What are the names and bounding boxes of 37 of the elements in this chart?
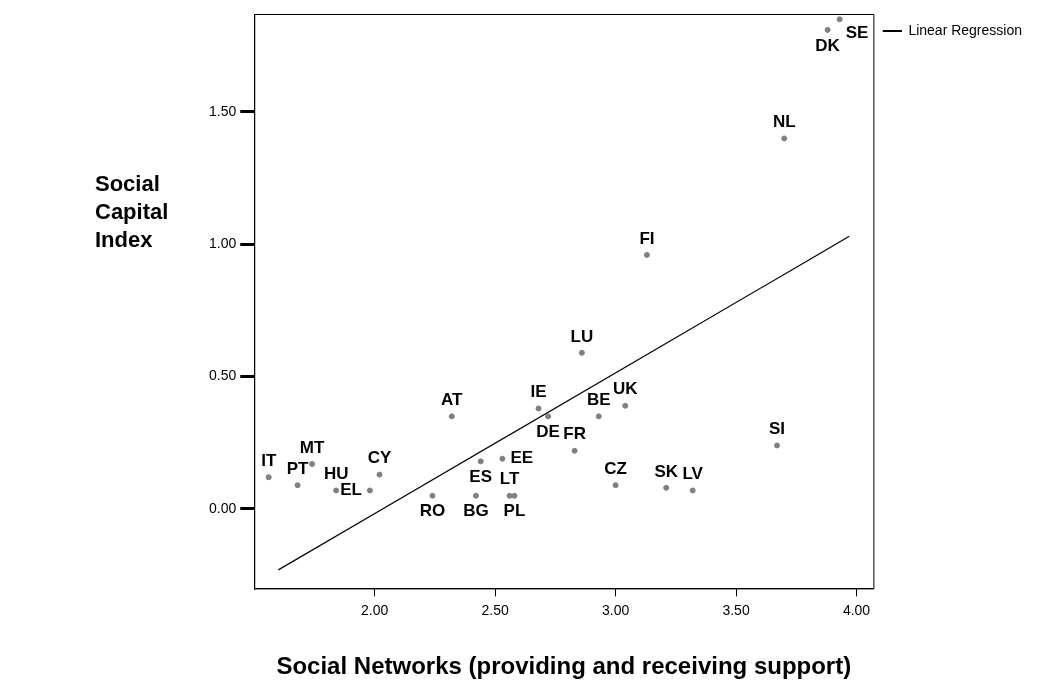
y-tick-label: 0.50 [209,367,237,384]
annotation: IE [530,382,547,402]
annotation: MT [299,437,325,457]
x-tick-label: 2.00 [361,601,389,618]
x-tick-label: 2.50 [481,601,509,618]
annotation: RO [419,501,446,521]
x-tick-label: 4.00 [842,601,871,618]
annotation: IT [261,450,277,470]
y-axis-title: Social Capital Index [95,170,170,254]
y-tick-label: 1.50 [209,102,237,119]
annotation: EE [510,448,534,468]
annotation: CY [367,448,392,468]
annotation: SE [845,22,869,42]
annotation: SI [768,419,786,439]
annotation: ES [469,467,493,487]
annotation: FI [639,228,655,248]
annotation: FR [563,424,586,444]
annotation: AT [441,390,464,410]
annotation: DK [815,35,841,55]
annotation: LU [570,326,594,346]
annotation: BG [463,501,489,521]
annotation: LV [682,464,704,484]
y-tick-label: 0.00 [209,499,237,516]
annotation: NL [772,112,796,132]
y-tick-label: 1.00 [209,235,237,252]
annotation: PL [503,501,526,521]
x-tick-label: 3.50 [722,601,750,618]
legend-label: Linear Regression [908,21,1022,38]
annotation: LT [499,469,520,489]
x-axis-title: Social Networks (providing and receiving support) [276,652,852,680]
annotation: UK [612,379,639,399]
annotation: PT [286,458,310,478]
annotation: BE [586,390,611,410]
annotation: SK [654,461,679,481]
x-tick-label: 3.00 [601,601,630,618]
annotation: CZ [604,458,627,478]
annotation: DE [536,422,560,442]
